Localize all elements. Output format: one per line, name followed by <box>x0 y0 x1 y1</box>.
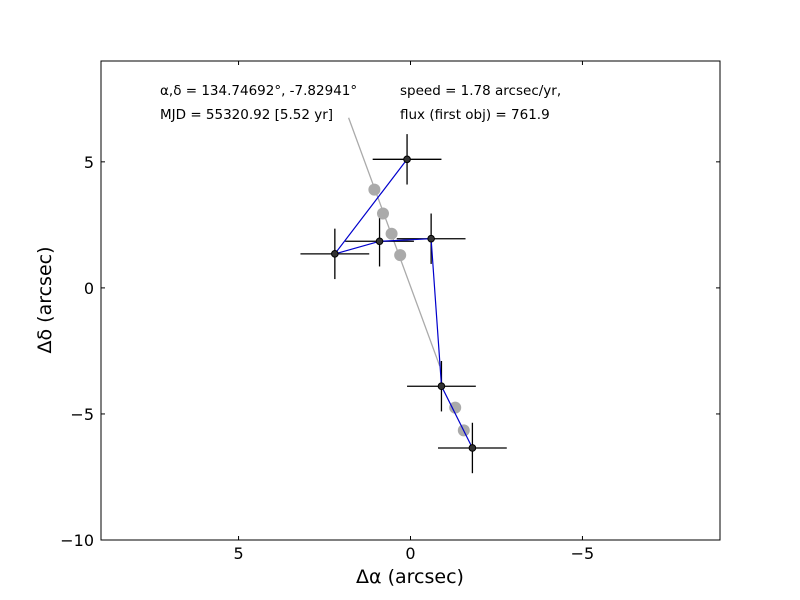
x-tick-label: −5 <box>571 544 595 563</box>
measured-point <box>403 155 411 164</box>
predicted-point <box>385 227 398 240</box>
y-tick-label: −5 <box>70 405 94 424</box>
x-axis-label: Δα (arcsec) <box>356 566 464 588</box>
predicted-point <box>376 207 389 220</box>
annotation-radec: α,δ = 134.74692°, -7.82941° <box>160 83 357 99</box>
measured-point <box>437 382 446 391</box>
annotation-speed: speed = 1.78 arcsec/yr, <box>400 83 561 99</box>
x-tick-label: 5 <box>233 544 243 563</box>
measured-point <box>427 234 435 243</box>
predicted-point <box>394 249 407 262</box>
series-layer <box>300 117 507 474</box>
y-tick-label: −10 <box>60 531 94 550</box>
y-tick-label: 5 <box>84 153 94 172</box>
plot-area <box>101 61 720 540</box>
x-tick-label: 0 <box>405 544 415 563</box>
annotation-flux: flux (first obj) = 761.9 <box>400 107 550 123</box>
measured-point <box>468 444 477 452</box>
measured-path-line <box>333 158 473 449</box>
predicted-point <box>449 401 462 414</box>
measured-point <box>375 237 384 246</box>
predicted-point <box>368 183 381 196</box>
y-tick-label: 0 <box>84 279 94 298</box>
ticks-layer: 5 0 −5 5 0 −5 −10 <box>60 61 720 563</box>
measured-point <box>331 250 339 258</box>
y-axis-label: Δδ (arcsec) <box>34 246 56 353</box>
annotation-mjd: MJD = 55320.92 [5.52 yr] <box>160 107 333 123</box>
